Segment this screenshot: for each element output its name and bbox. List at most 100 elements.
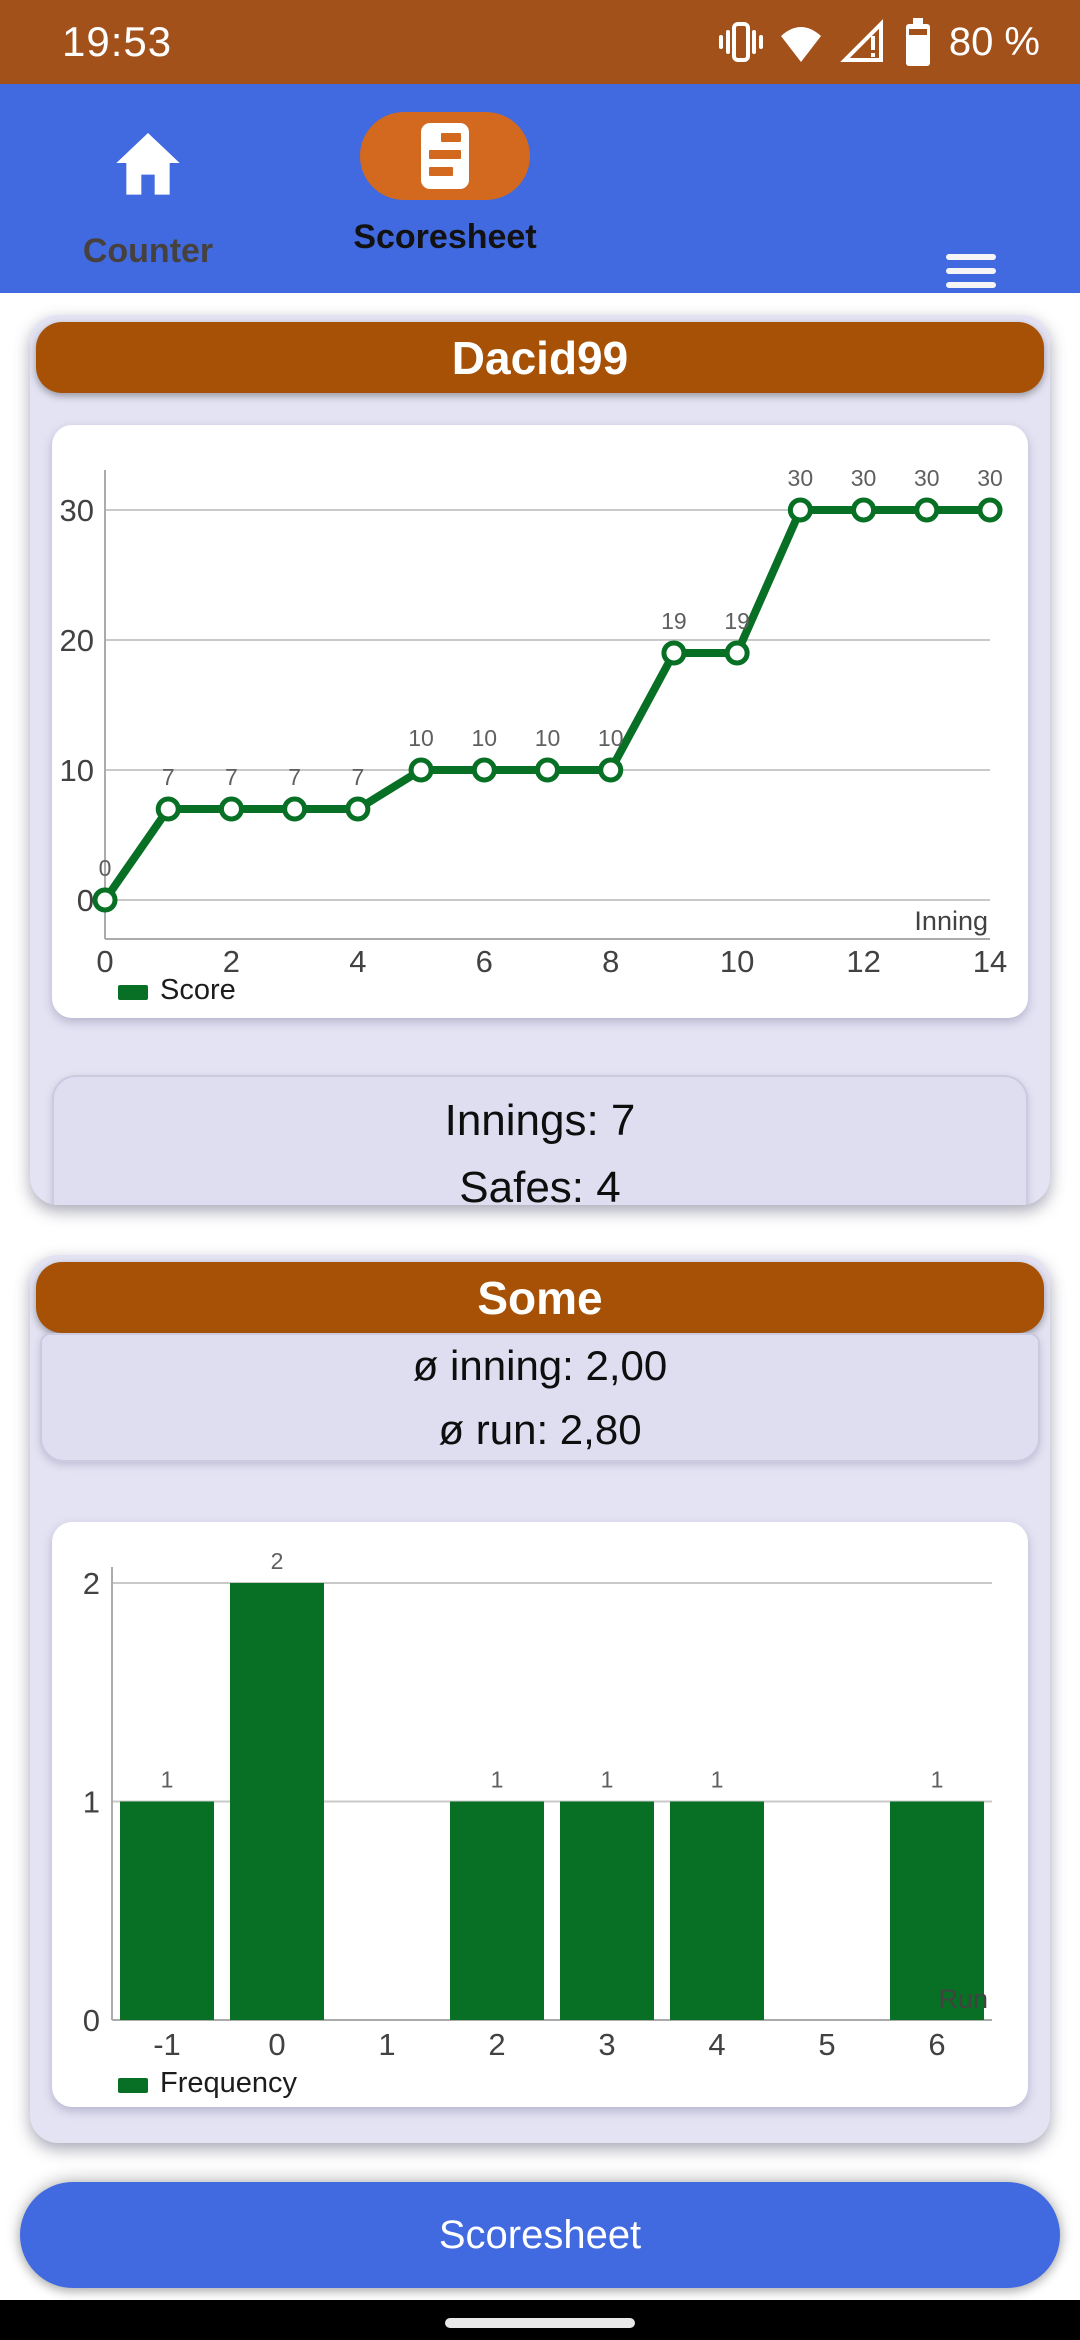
home-icon	[110, 128, 186, 198]
svg-text:1: 1	[931, 1767, 944, 1793]
safes-stat: Safes: 4	[459, 1163, 621, 1205]
svg-text:10: 10	[535, 725, 561, 751]
svg-text:Score: Score	[160, 974, 236, 1006]
frequency-bar	[560, 1801, 654, 2020]
svg-text:1: 1	[378, 2027, 395, 2062]
svg-text:10: 10	[408, 725, 434, 751]
svg-text:0: 0	[268, 2027, 285, 2062]
avg-run-stat: ø run: 2,80	[438, 1405, 642, 1453]
score-chart-panel: 0 10 20 30 0 2 4 6 8 10 12 14 Inning 0 7 7 7 7 10 10 10 10 19 1…	[52, 425, 1028, 1018]
svg-text:2: 2	[83, 1566, 100, 1601]
system-nav-bar	[0, 2300, 1080, 2340]
svg-text:30: 30	[851, 465, 877, 491]
score-point	[345, 796, 371, 822]
score-point	[787, 497, 813, 523]
summary-card-header: Some	[36, 1262, 1044, 1333]
tab-scoresheet-active-pill	[360, 112, 530, 200]
svg-text:30: 30	[914, 465, 940, 491]
home-gesture-pill[interactable]	[445, 2318, 635, 2328]
svg-text:3: 3	[598, 2027, 615, 2062]
scoresheet-icon	[421, 123, 469, 189]
battery-icon	[901, 16, 935, 68]
frequency-bar	[670, 1801, 764, 2020]
svg-text:2: 2	[271, 1548, 284, 1574]
frequency-bar	[450, 1801, 544, 2020]
player-name: Dacid99	[451, 331, 629, 384]
svg-text:2: 2	[223, 944, 240, 979]
svg-text:0: 0	[99, 855, 112, 881]
frequency-chart-panel: 0 1 2 1 -1 2 0 1 1 2 1 3 1 4 5 1 6 Run Frequency	[52, 1522, 1028, 2107]
svg-text:7: 7	[288, 764, 301, 790]
battery-percent-text: 80 %	[948, 19, 1040, 64]
score-point	[661, 640, 687, 666]
score-point	[282, 796, 308, 822]
wifi-icon	[777, 18, 825, 66]
svg-text:10: 10	[720, 944, 754, 979]
status-bar: 19:53	[0, 0, 1080, 84]
svg-text:6: 6	[928, 2027, 945, 2062]
svg-text:7: 7	[351, 764, 364, 790]
svg-text:4: 4	[708, 2027, 725, 2062]
svg-text:1: 1	[83, 1785, 100, 1820]
svg-text:12: 12	[846, 944, 880, 979]
score-series-line	[101, 506, 994, 904]
score-point	[408, 757, 434, 783]
legend-swatch	[118, 985, 148, 1000]
avg-inning-stat: ø inning: 2,00	[412, 1341, 668, 1389]
svg-text:1: 1	[711, 1767, 724, 1793]
bar-chart-root: 0 1 2 1 -1 2 0 1 1 2 1 3 1 4 5 1 6 Run Frequency	[83, 1548, 992, 2099]
svg-text:-1: -1	[153, 2027, 181, 2062]
score-point	[598, 757, 624, 783]
svg-text:1: 1	[491, 1767, 504, 1793]
svg-text:Inning: Inning	[914, 906, 988, 936]
score-point	[155, 796, 181, 822]
svg-text:7: 7	[225, 764, 238, 790]
frequency-bar-chart: 0 1 2 1 -1 2 0 1 1 2 1 3 1 4 5 1 6 Run Frequency	[83, 1548, 992, 2099]
player-stats-box: Innings: 7 Safes: 4	[52, 1075, 1028, 1205]
svg-text:19: 19	[724, 608, 750, 634]
svg-text:19: 19	[661, 608, 687, 634]
svg-text:Frequency: Frequency	[160, 2067, 298, 2099]
frequency-bar	[890, 1801, 984, 2020]
svg-text:5: 5	[818, 2027, 835, 2062]
innings-stat: Innings: 7	[444, 1096, 636, 1145]
svg-text:30: 30	[788, 465, 814, 491]
svg-text:1: 1	[161, 1767, 174, 1793]
average-stats-box: ø inning: 2,00 ø run: 2,80	[40, 1333, 1040, 1462]
frequency-bar	[120, 1801, 214, 2020]
tab-counter-label: Counter	[82, 232, 214, 270]
status-clock: 19:53	[62, 18, 173, 65]
player-card-header: Dacid99	[36, 322, 1044, 393]
svg-text:10: 10	[60, 753, 94, 788]
score-point	[92, 887, 118, 913]
score-point	[218, 796, 244, 822]
score-point	[724, 640, 750, 666]
svg-text:14: 14	[973, 944, 1007, 979]
svg-text:20: 20	[60, 623, 94, 658]
menu-icon[interactable]	[946, 254, 996, 298]
score-point	[851, 497, 877, 523]
scoresheet-button[interactable]: Scoresheet	[20, 2182, 1060, 2288]
player-card: Dacid99 0 10 20 30 0 2 4 6 8 10 12 14 Inning 0 7 7 7 7 10 1…	[30, 315, 1050, 1205]
svg-text:1: 1	[601, 1767, 614, 1793]
svg-text:30: 30	[977, 465, 1003, 491]
tab-counter[interactable]: Counter	[48, 84, 248, 337]
scoresheet-button-label: Scoresheet	[438, 2212, 642, 2257]
svg-text:6: 6	[476, 944, 493, 979]
score-point	[471, 757, 497, 783]
summary-title: Some	[477, 1271, 603, 1324]
svg-text:2: 2	[488, 2027, 505, 2062]
line-chart-root: 0 10 20 30 0 2 4 6 8 10 12 14 Inning 0 7 7 7 7 10 10 10 10 19 1…	[60, 465, 1008, 1006]
summary-card: Some ø inning: 2,00 ø run: 2,80 0 1 2 1 -1 2 0…	[30, 1255, 1050, 2143]
svg-text:0: 0	[96, 944, 113, 979]
svg-text:30: 30	[60, 493, 94, 528]
frequency-bar	[230, 1583, 324, 2020]
tab-scoresheet-label: Scoresheet	[353, 218, 537, 256]
svg-text:0: 0	[77, 883, 94, 918]
tab-scoresheet[interactable]: Scoresheet	[345, 84, 545, 321]
svg-text:Run: Run	[938, 1984, 988, 2014]
legend-swatch	[118, 2078, 148, 2093]
svg-text:7: 7	[162, 764, 175, 790]
vibrate-icon	[718, 18, 763, 66]
